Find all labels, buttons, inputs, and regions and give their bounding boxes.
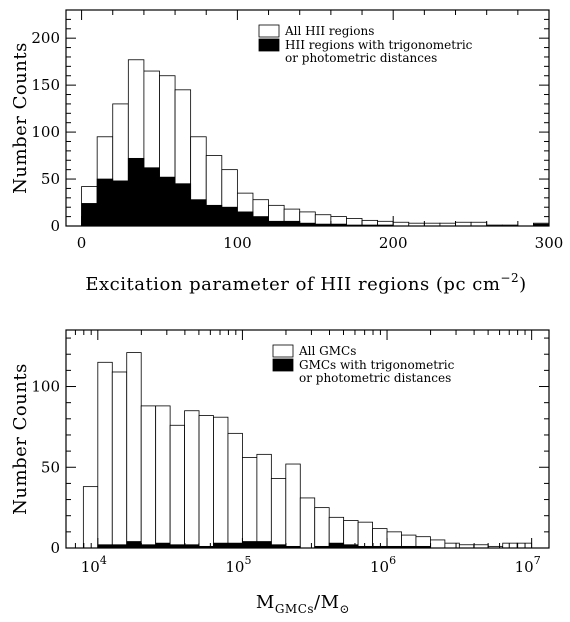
bar-hii-distances [96,178,114,227]
x-tick-label: 300 [535,234,564,252]
x-tick-label-base: 10 [515,558,534,576]
y-tick-label: 150 [31,76,60,94]
bar-all-gmcs [357,521,373,549]
bar-hii-distances [127,157,145,227]
x-axis-title: MGMCs/M⊙ [256,592,350,616]
bar-all-gmcs [256,453,272,549]
x-tick-label: 104 [81,554,107,576]
bar-hii-distances [190,199,207,227]
x-tick-label-base: 10 [81,558,100,576]
bar-all-gmcs [242,457,258,549]
x-tick-label-exponent: 4 [100,554,107,567]
x-axis-title-sun: ⊙ [340,602,351,616]
bar-all-gmcs [169,424,185,549]
x-tick-label: 105 [225,554,251,576]
legend-swatch [272,358,294,372]
legend-label: or photometric distances [299,371,451,385]
bar-all-gmcs [184,410,200,549]
x-axis-title-sub: GMCs [275,602,314,616]
x-axis-title-main: M [256,592,275,613]
x-tick-label: 200 [379,234,408,252]
y-axis-title: Number Counts [10,363,31,515]
bar-all-gmcs [444,542,460,549]
bar-hii-distances [236,211,254,227]
y-axis-title: Number Counts [10,42,31,194]
x-tick-label-exponent: 5 [244,554,251,567]
x-tick-label: 100 [223,234,252,252]
x-tick-label-base: 10 [225,558,244,576]
bar-all-gmcs [111,371,128,549]
bar-gmcs-distances [227,542,243,549]
x-axis-title-close: ) [519,274,527,295]
bar-all-gmcs [502,542,518,549]
bar-hii-distances [205,204,223,227]
bar-all-gmcs [343,520,359,549]
x-tick-label: 107 [515,554,541,576]
bar-gmcs-distances [328,542,345,549]
bar-hii-distances [221,206,238,227]
x-tick-label-base: 10 [370,558,389,576]
legend-swatch [272,344,294,358]
x-tick-label: 0 [77,234,87,252]
bar-all-gmcs [430,539,446,549]
legend-label: HII regions with trigonometric [285,38,473,52]
bar-all-gmcs [314,507,330,549]
y-tick-label: 50 [41,458,60,476]
bar-all-gmcs [155,405,171,549]
bar-hii-distances [143,167,160,227]
y-tick-label: 0 [50,217,60,235]
bar-all-gmcs [126,352,142,549]
plot-frame [65,9,550,227]
x-tick-label-exponent: 6 [389,554,396,567]
y-tick-label: 50 [41,170,60,188]
bar-gmcs-distances [242,541,258,549]
legend-swatch [258,24,280,38]
bar-hii-distances [112,180,129,227]
y-tick-label: 100 [31,378,60,396]
bar-hii-distances [159,176,176,227]
bar-hii-distances [283,220,301,227]
bar-all-gmcs [227,432,243,549]
legend-label: or photometric distances [285,51,437,65]
bar-all-gmcs [140,405,157,549]
y-tick-label: 200 [31,29,60,47]
bar-gmcs-distances [126,541,142,549]
bar-all-gmcs [213,416,229,549]
bar-gmcs-distances [213,542,229,549]
x-axis-title-exponent: −2 [500,271,519,285]
bar-all-gmcs [198,415,214,549]
plot-frame [65,329,550,549]
legend-label: All HII regions [284,24,374,38]
x-axis-title-mid: /M [314,592,340,613]
y-tick-label: 0 [50,539,60,557]
bar-gmcs-distances [256,541,272,549]
legend-label: GMCs with trigonometric [299,358,455,372]
bar-hii-distances [81,203,98,227]
legend-label: All GMCs [298,344,356,358]
bar-all-gmcs [299,497,316,549]
x-tick-label-exponent: 7 [534,554,541,567]
bar-all-gmcs [97,361,113,549]
x-tick-label: 106 [370,554,396,576]
bar-all-gmcs [386,531,402,549]
bar-hii-distances [268,220,285,227]
bar-all-gmcs [270,478,287,549]
bar-all-gmcs [285,463,301,549]
x-axis-title: Excitation parameter of HII regions (pc … [85,271,526,295]
top-panel-hii-regions: 0 100 200 300 0 50 100 150 200 All HII regionsHII… [10,9,564,295]
bar-hii-distances [252,216,269,227]
bar-all-gmcs [372,528,388,549]
bar-gmcs-distances [155,542,171,549]
bar-hii-distances [174,183,192,227]
bar-all-gmcs [516,542,533,549]
x-axis-title-main: Excitation parameter of HII regions (pc … [85,274,500,295]
legend-swatch [258,38,280,52]
y-tick-label: 100 [31,123,60,141]
bar-all-gmcs [82,486,99,549]
